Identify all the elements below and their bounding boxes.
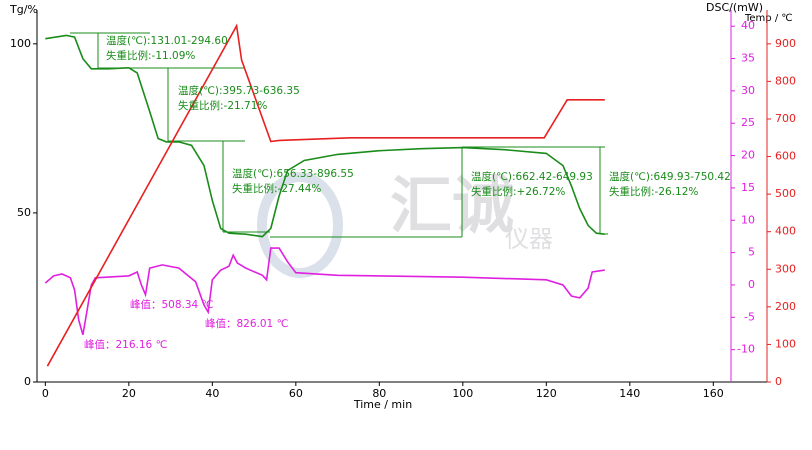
annotation: 失重比例:-27.44%: [232, 182, 321, 195]
y-tick-label: 0: [24, 375, 31, 388]
y2-tick-label: 0: [748, 278, 755, 291]
x-tick-label: 140: [619, 387, 640, 400]
y-tick-label: 100: [10, 37, 31, 50]
annotation: 峰值：216.16 ℃: [84, 338, 167, 351]
series-line: [44, 247, 605, 336]
y2-tick-label: 35: [741, 52, 755, 65]
x-tick-label: 20: [122, 387, 136, 400]
annotation: 温度(℃):395.73-636.35: [178, 84, 300, 97]
x-tick-label: 0: [42, 387, 49, 400]
y3-tick-label: 900: [775, 37, 796, 50]
y2-tick-label: -10: [737, 343, 755, 356]
y2-tick-label: 40: [741, 19, 755, 32]
y3-axis-label: Temp / ℃: [744, 13, 793, 24]
watermark-text: 仪器: [505, 225, 553, 253]
y3-tick-label: 200: [775, 300, 796, 313]
y3-tick-label: 300: [775, 262, 796, 275]
x-tick-label: 120: [536, 387, 557, 400]
x-tick-label: 100: [452, 387, 473, 400]
x-tick-label: 60: [289, 387, 303, 400]
watermark-text: 汇诚: [390, 169, 514, 242]
y2-tick-label: 5: [748, 246, 755, 259]
x-tick-label: 80: [372, 387, 386, 400]
x-tick-label: 160: [703, 387, 724, 400]
annotation: 峰值：508.34 ℃: [130, 298, 213, 311]
series-line: [45, 34, 605, 238]
annotation: 失重比例:-26.12%: [609, 185, 698, 198]
y-tick-label: 50: [17, 206, 31, 219]
annotation: 失重比例:+26.72%: [471, 185, 565, 198]
y3-tick-label: 700: [775, 112, 796, 125]
annotation: 温度(℃):662.42-649.93: [471, 170, 593, 183]
x-axis-label: Time / min: [353, 398, 412, 411]
y3-tick-label: 800: [775, 74, 796, 87]
annotation: 温度(℃):649.93-750.42: [609, 170, 731, 183]
y2-tick-label: 30: [741, 84, 755, 97]
x-tick-label: 40: [205, 387, 219, 400]
y3-tick-label: 500: [775, 187, 796, 200]
annotation: 失重比例:-11.09%: [106, 49, 195, 62]
annotation: 失重比例:-21.71%: [178, 99, 267, 112]
measure-brackets: [70, 32, 608, 238]
annotation: 温度(℃):656.33-896.55: [232, 167, 354, 180]
y2-tick-label: 10: [741, 213, 755, 226]
y3-tick-label: 400: [775, 225, 796, 238]
annotation: 峰值：826.01 ℃: [205, 317, 288, 330]
bracket-lines: [70, 32, 608, 238]
y3-tick-label: 100: [775, 337, 796, 350]
y2-tick-label: 15: [741, 181, 755, 194]
y2-tick-label: 20: [741, 149, 755, 162]
y3-tick-label: 0: [775, 375, 782, 388]
y3-tick-label: 600: [775, 150, 796, 163]
y2-axis-label: DSC/(mW): [706, 1, 763, 14]
series-line: [46, 23, 605, 367]
y2-tick-label: 25: [741, 116, 755, 129]
annotation: 温度(℃):131.01-294.60: [106, 34, 228, 47]
y-axis-label: Tg/%: [9, 3, 38, 16]
y2-tick-label: -5: [744, 310, 755, 323]
